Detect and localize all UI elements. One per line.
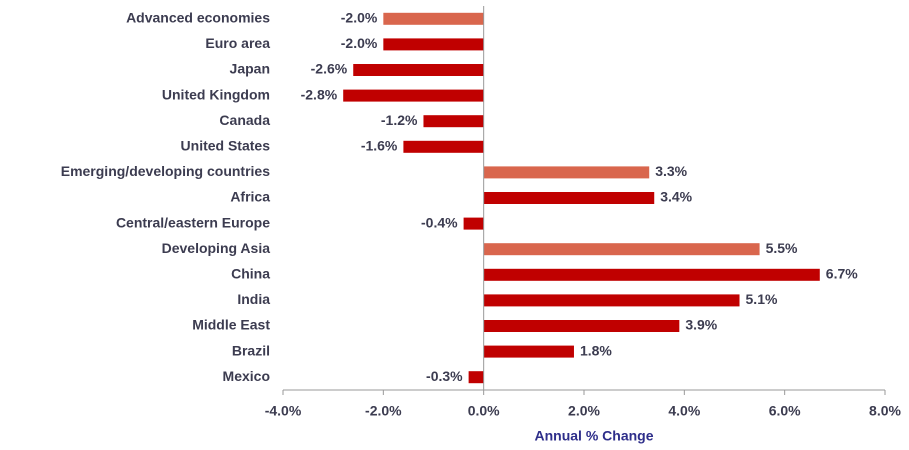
value-label: 3.3% [655,163,687,179]
bar [483,192,655,204]
y-tick-label: Developing Asia [162,240,271,256]
x-tick-label: 6.0% [769,403,801,419]
value-label: -1.2% [381,112,418,128]
bar [483,345,574,358]
value-label: 1.8% [580,342,612,358]
value-label: -1.6% [361,138,398,154]
bar [468,371,484,384]
x-axis-label: Annual % Change [534,428,653,444]
y-tick-label: Euro area [205,35,270,51]
y-tick-label: Emerging/developing countries [61,163,270,179]
y-tick-label: Advanced economies [126,10,270,26]
value-label: -0.3% [426,368,463,384]
y-tick-label: India [237,291,270,307]
value-label: -2.8% [301,86,338,102]
y-tick-label: United Kingdom [162,86,270,102]
y-tick-label: Japan [230,61,270,77]
y-tick-label: Canada [219,112,270,128]
bar [483,294,740,307]
y-tick-label: Mexico [223,368,270,384]
bar [483,320,680,332]
bar [383,12,484,25]
value-label: -0.4% [421,214,458,230]
x-tick-label: 4.0% [668,403,700,419]
y-tick-label: Central/eastern Europe [116,214,270,230]
y-tick-label: United States [181,138,271,154]
bar [403,140,484,153]
y-tick-label: Africa [230,189,270,205]
bar [343,89,484,102]
value-label: -2.6% [311,61,348,77]
y-tick-label: Middle East [192,317,270,333]
x-tick-label: 0.0% [468,403,500,419]
x-tick-label: -4.0% [265,403,302,419]
value-label: -2.0% [341,35,378,51]
value-label: 3.9% [685,317,717,333]
bar [383,38,484,51]
bar [483,243,760,256]
x-tick-label: 2.0% [568,403,600,419]
y-tick-label: Brazil [232,342,270,358]
bar [483,268,820,281]
value-label: 5.1% [746,291,778,307]
value-label: 5.5% [766,240,798,256]
value-label: 6.7% [826,266,858,282]
bar [463,217,484,230]
value-label: 3.4% [660,189,692,205]
value-label: -2.0% [341,10,378,26]
x-tick-label: -2.0% [365,403,402,419]
bar [423,115,484,128]
bar [483,166,650,179]
x-tick-label: 8.0% [869,403,901,419]
bar [353,64,484,76]
y-tick-label: China [231,266,270,282]
